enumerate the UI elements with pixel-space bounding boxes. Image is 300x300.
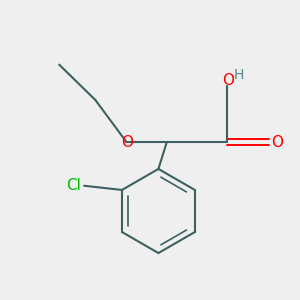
Text: O: O [121, 134, 133, 149]
Text: H: H [234, 68, 244, 82]
Text: O: O [271, 134, 283, 149]
Text: O: O [222, 73, 234, 88]
Text: Cl: Cl [66, 178, 81, 193]
